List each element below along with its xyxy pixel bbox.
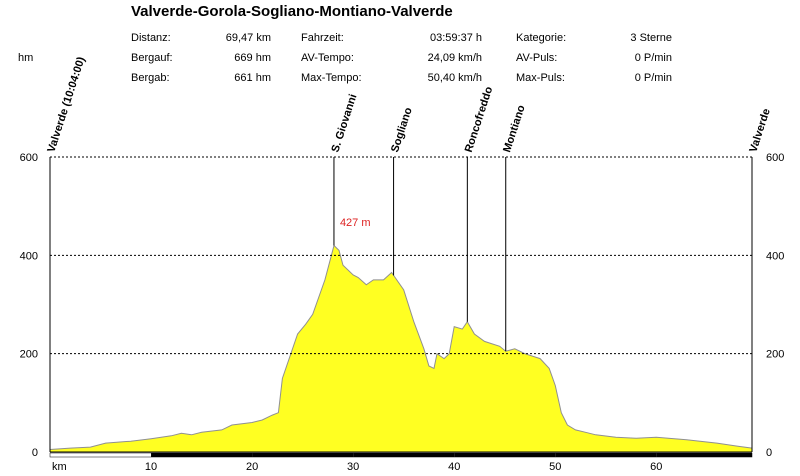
waypoint-label-0: Valverde (10:04:00): [45, 55, 87, 154]
stat-bergab-value: 661 hm: [234, 72, 271, 84]
y-tick-left-400: 400: [20, 250, 38, 262]
waypoint-label-1: S. Giovanni: [329, 93, 359, 154]
stat-distanz-label: Distanz:: [131, 32, 171, 44]
x-scale-segment-30: [353, 453, 455, 457]
elevation-area: [50, 245, 752, 452]
x-tick-10: 10: [145, 461, 157, 473]
x-scale-segment-40: [454, 453, 556, 457]
x-axis-unit-label: km: [52, 461, 67, 473]
stat-kategorie-value: 3 Sterne: [630, 32, 672, 44]
y-tick-left-600: 600: [20, 152, 38, 164]
x-scale-segment-20: [252, 453, 354, 457]
waypoint-label-4: Montiano: [501, 103, 528, 153]
y-tick-right-600: 600: [766, 152, 784, 164]
stat-max-tempo-value: 50,40 km/h: [427, 72, 482, 84]
x-scale-segment-60: [656, 453, 752, 457]
stat-fahrzeit-value: 03:59:37 h: [430, 32, 482, 44]
stat-av-puls-label: AV-Puls:: [516, 52, 558, 64]
y-tick-left-200: 200: [20, 349, 38, 361]
x-tick-40: 40: [448, 461, 460, 473]
elevation-line: [49, 244, 753, 450]
waypoint-label-2: Sogliano: [389, 106, 415, 154]
x-tick-60: 60: [650, 461, 662, 473]
y-axis-unit-label: hm: [18, 52, 34, 64]
y-tick-right-0: 0: [766, 447, 772, 459]
stat-max-puls-label: Max-Puls:: [516, 72, 565, 84]
x-tick-30: 30: [347, 461, 359, 473]
stat-kategorie-label: Kategorie:: [516, 32, 567, 44]
stat-av-tempo-label: AV-Tempo:: [301, 52, 354, 64]
waypoint-label-5: Valverde: [747, 107, 772, 154]
stat-bergab-label: Bergab:: [131, 72, 170, 84]
x-tick-20: 20: [246, 461, 258, 473]
waypoint-label-3: Roncofreddo: [463, 85, 496, 154]
x-scale-segment-10: [151, 453, 253, 457]
stat-av-puls-value: 0 P/min: [634, 52, 672, 64]
stat-av-tempo-value: 24,09 km/h: [427, 52, 482, 64]
stat-fahrzeit-label: Fahrzeit:: [301, 32, 344, 44]
stat-bergauf-label: Bergauf:: [131, 52, 173, 64]
stat-max-puls-value: 0 P/min: [634, 72, 672, 84]
y-tick-right-400: 400: [766, 250, 784, 262]
stat-max-tempo-label: Max-Tempo:: [301, 72, 362, 84]
x-tick-50: 50: [549, 461, 561, 473]
peak-label: 427 m: [340, 217, 371, 229]
x-scale-segment-50: [555, 453, 657, 457]
stat-bergauf-value: 669 hm: [234, 52, 271, 64]
chart-title: Valverde-Gorola-Sogliano-Montiano-Valver…: [131, 3, 453, 20]
stat-distanz-value: 69,47 km: [225, 32, 271, 44]
y-tick-right-200: 200: [766, 349, 784, 361]
y-tick-left-0: 0: [32, 447, 38, 459]
